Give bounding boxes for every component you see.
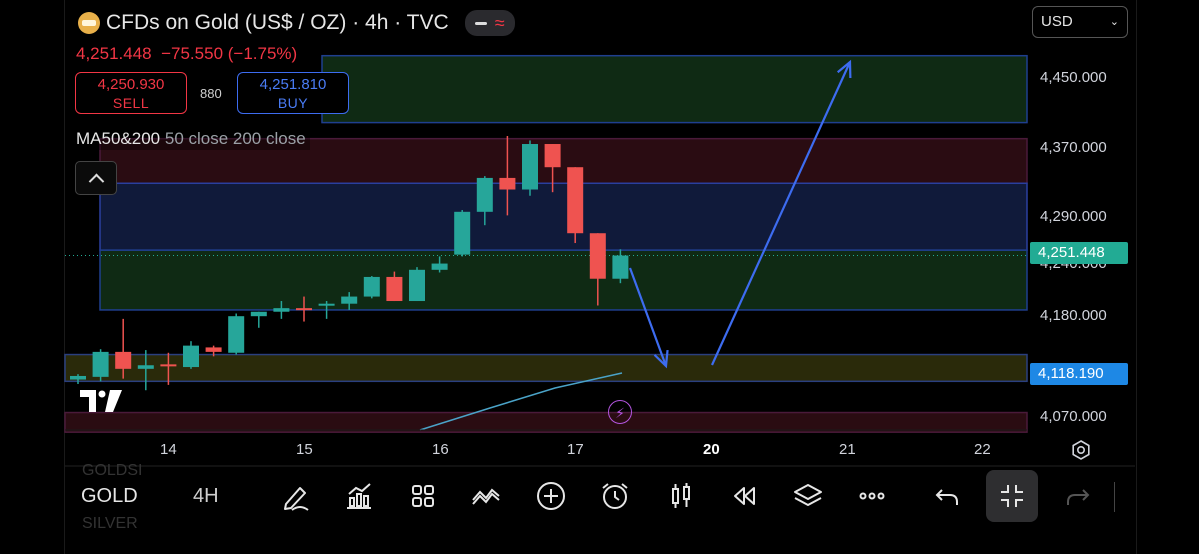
wave-icon: ≈: [494, 13, 505, 33]
ma-line: [419, 372, 623, 431]
candle-body: [92, 351, 109, 377]
fullscreen-exit-button[interactable]: [986, 470, 1038, 522]
candle-body: [160, 364, 177, 367]
time-axis-label: 21: [839, 441, 856, 458]
replay-icon[interactable]: [728, 480, 760, 512]
buy-label: BUY: [277, 95, 309, 111]
indicator-name: MA50&200: [76, 129, 161, 148]
currency-select[interactable]: USD ⌄: [1032, 6, 1128, 38]
market-status-pill[interactable]: ≈: [464, 10, 515, 36]
buy-button[interactable]: 4,251.810 BUY: [237, 72, 349, 114]
indicator-params: 50 close 200 close: [164, 129, 306, 148]
last-price: 4,251.448: [76, 44, 152, 63]
time-axis-label: 16: [432, 441, 449, 458]
zone-blue: [99, 182, 1028, 251]
ghost-symbol-above: GOLDSI: [82, 462, 143, 479]
candle-body: [137, 365, 154, 369]
zone-red: [64, 411, 1028, 433]
candle-body: [476, 177, 493, 212]
time-axis-label: 15: [296, 441, 313, 458]
symbol-title-text: CFDs on Gold (US$ / OZ) · 4h · TVC: [106, 11, 449, 34]
chart-icon[interactable]: [343, 480, 375, 512]
price-axis-label: 4,370.000: [1040, 139, 1107, 156]
undo-icon[interactable]: [932, 480, 964, 512]
time-axis-label: 17: [567, 441, 584, 458]
sell-label: SELL: [112, 95, 150, 111]
candle-body: [431, 263, 448, 270]
candle-icon[interactable]: [665, 480, 697, 512]
candle-body: [183, 345, 199, 368]
candle-body: [454, 211, 471, 255]
ghost-symbol-below: SILVER: [82, 515, 138, 532]
interval-button[interactable]: 4H: [193, 485, 219, 507]
time-axis-label: 20: [703, 441, 720, 458]
candle-body: [612, 255, 629, 279]
candle-body: [567, 167, 584, 234]
lightning-icon[interactable]: ⚡: [608, 400, 632, 424]
candle-body: [318, 303, 335, 306]
price-change: −75.550 (−1.75%): [161, 44, 298, 63]
candle-body: [70, 375, 86, 380]
down-arrow: [628, 267, 668, 367]
candle-body: [205, 347, 222, 352]
sell-price: 4,250.930: [97, 76, 165, 93]
price-axis-label: 4,450.000: [1040, 69, 1107, 86]
layers-icon[interactable]: [792, 480, 824, 512]
price-change-line: 4,251.448 −75.550 (−1.75%): [76, 44, 297, 64]
pen-icon[interactable]: [280, 480, 312, 512]
gold-logo-icon: [78, 12, 100, 34]
zone-green: [321, 54, 1028, 124]
candle-body: [522, 144, 538, 190]
zone-red: [99, 137, 1028, 185]
time-axis-label: 14: [160, 441, 177, 458]
grid-icon[interactable]: [407, 480, 439, 512]
indicator-legend[interactable]: MA50&200 50 close 200 close: [76, 128, 310, 150]
candle-body: [296, 308, 312, 311]
price-axis-label: 4,180.000: [1040, 307, 1107, 324]
time-axis-label: 22: [974, 441, 991, 458]
chevron-down-icon: ⌄: [1109, 16, 1119, 28]
price-axis-label: 4,290.000: [1040, 208, 1107, 225]
candle-body: [409, 269, 425, 302]
alarm-icon[interactable]: [599, 480, 631, 512]
settings-gear-icon[interactable]: [1071, 440, 1091, 460]
tradingview-logo-icon: [80, 390, 122, 412]
current-price-tag: 4,251.448: [1030, 242, 1128, 264]
candle-body: [273, 308, 290, 312]
collapse-legend-button[interactable]: [75, 161, 117, 195]
candle-body: [386, 276, 403, 302]
candle-body: [544, 144, 561, 168]
currency-value: USD: [1041, 13, 1073, 30]
candle-body: [589, 233, 606, 279]
symbol-title[interactable]: CFDs on Gold (US$ / OZ) · 4h · TVC ≈: [78, 10, 515, 36]
candle-body: [363, 276, 380, 297]
redo-icon[interactable]: [1061, 480, 1093, 512]
down-arrow-head: [653, 349, 669, 369]
level-price-tag: 4,118.190: [1030, 363, 1128, 385]
up-arrow-head: [836, 59, 852, 79]
zone-green: [99, 249, 1028, 311]
toolbar-divider: [1114, 482, 1115, 512]
candle-body: [115, 351, 132, 369]
sell-button[interactable]: 4,250.930 SELL: [75, 72, 187, 114]
indicators-icon[interactable]: [470, 480, 502, 512]
candle-body: [341, 296, 358, 304]
price-axis-label: 4,070.000: [1040, 408, 1107, 425]
buy-price: 4,251.810: [259, 76, 327, 93]
candle-body: [499, 177, 516, 190]
zone-yellow: [64, 353, 1028, 383]
more-icon[interactable]: [856, 480, 888, 512]
symbol-button[interactable]: GOLD: [81, 485, 138, 507]
plus-icon[interactable]: [535, 480, 567, 512]
candle-body: [228, 316, 245, 353]
fullscreen-exit-icon: [1001, 485, 1023, 507]
candle-body: [250, 311, 267, 317]
up-arrow: [710, 61, 852, 366]
spread-value: 880: [200, 86, 222, 101]
minus-icon: [474, 21, 487, 25]
